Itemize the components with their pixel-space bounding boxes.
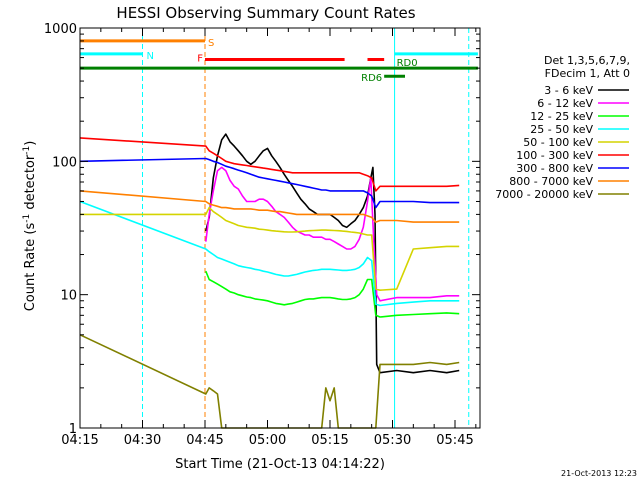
axes-layer: 1 10 100 1000 04:15 04:30 04:45 05:00 05:15 05:30… — [44, 22, 481, 448]
legend-label-4: 50 - 100 keV — [523, 136, 593, 149]
plot-layer: S N F RD0 RD6 — [79, 28, 478, 429]
state-bar-label-5: RD0 — [397, 58, 418, 69]
y-axis-label: Count Rate (s-1 detector-1) — [22, 141, 38, 312]
y-axis-label-suffix: ) — [23, 141, 38, 146]
legend-label-8: 7000 - 20000 keV — [495, 188, 593, 201]
legend-label-6: 300 - 800 keV — [516, 162, 593, 175]
series-line-1 — [205, 166, 460, 302]
series-line-7 — [79, 190, 460, 223]
x-tick-label-5: 05:30 — [374, 433, 411, 448]
series-line-4 — [80, 206, 460, 292]
series-line-8 — [79, 334, 460, 429]
legend-label-5: 100 - 300 keV — [516, 149, 593, 162]
legend-label-0: 3 - 6 keV — [544, 84, 593, 97]
state-bar-label-3: F — [197, 54, 203, 65]
x-tick-label-1: 04:30 — [124, 433, 161, 448]
series-line-3 — [79, 200, 460, 307]
x-tick-label-6: 05:45 — [436, 433, 473, 448]
legend-label-1: 6 - 12 keV — [537, 97, 593, 110]
chart-title: HESSI Observing Summary Count Rates — [116, 4, 415, 22]
x-tick-label-3: 05:00 — [249, 433, 286, 448]
y-tick-label-0: 1 — [69, 422, 77, 437]
legend-label-2: 12 - 25 keV — [530, 110, 593, 123]
legend-label-7: 800 - 7000 keV — [509, 175, 593, 188]
series-line-2 — [205, 270, 460, 318]
series-line-6 — [79, 157, 460, 209]
y-axis-label-prefix: Count Rate (s — [23, 223, 38, 312]
x-tick-label-4: 05:15 — [311, 433, 348, 448]
y-axis-label-sup1: -1 — [22, 214, 32, 223]
x-tick-label-0: 04:15 — [61, 433, 98, 448]
y-tick-label-3: 1000 — [44, 22, 77, 37]
plot-frame — [79, 27, 481, 429]
footer-timestamp: 21-Oct-2013 12:23 — [561, 469, 637, 478]
y-axis-label-sup2: -1 — [22, 146, 32, 155]
state-bar-label-0: S — [208, 38, 214, 49]
y-tick-label-2: 100 — [52, 155, 77, 170]
series-line-0 — [205, 133, 460, 374]
state-bar-label-6: RD6 — [361, 73, 382, 84]
x-axis-label: Start Time (21-Oct-13 04:14:22) — [175, 457, 385, 472]
legend-header-0: Det 1,3,5,6,7,9, — [544, 54, 630, 67]
legend: Det 1,3,5,6,7,9,FDecim 1, Att 0 3 - 6 keV… — [495, 54, 630, 201]
legend-header-1: FDecim 1, Att 0 — [545, 67, 630, 80]
state-bar-label-1: N — [147, 51, 154, 62]
legend-label-3: 25 - 50 keV — [530, 123, 593, 136]
series-line-5 — [79, 137, 460, 192]
x-tick-label-2: 04:45 — [186, 433, 223, 448]
y-axis-label-mid: detector — [23, 154, 38, 214]
y-tick-label-1: 10 — [60, 289, 77, 304]
